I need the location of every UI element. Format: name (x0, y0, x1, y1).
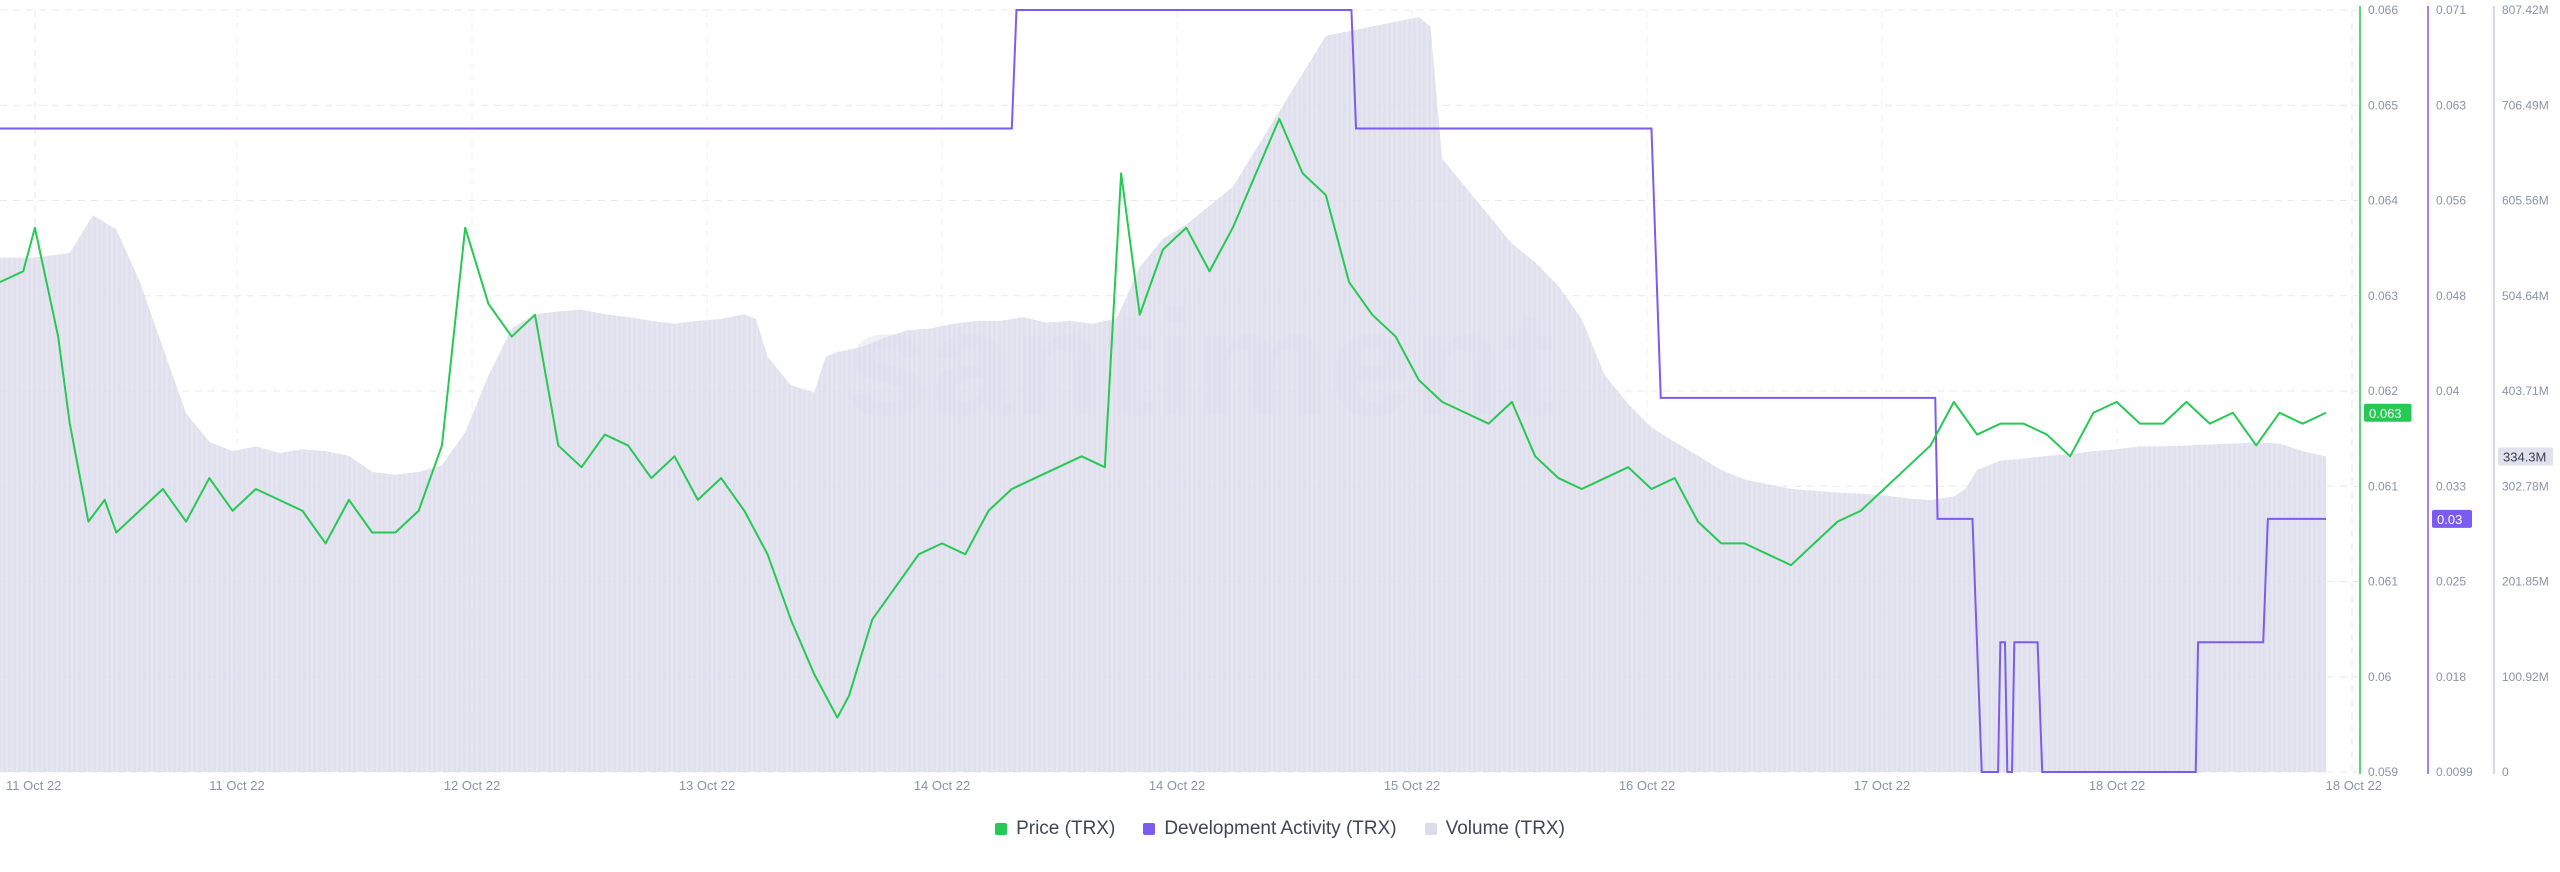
price-axis-tick-label: 0.063 (2368, 289, 2398, 303)
price-axis-tick-label: 0.065 (2368, 98, 2398, 112)
volume-axis-tick-label: 0 (2502, 765, 2509, 779)
legend-swatch-volume (1424, 823, 1437, 835)
price-axis-tick-label: 0.066 (2368, 3, 2398, 17)
dev-axis-tick-label: 0.063 (2436, 98, 2466, 112)
x-axis-tick-label: 14 Oct 22 (914, 778, 970, 793)
volume-current-badge-label: 334.3M (2503, 450, 2546, 465)
dev-axis-tick-label: 0.025 (2436, 575, 2466, 589)
dev-activity-series (0, 9, 2326, 773)
x-axis-tick-label: 11 Oct 22 (209, 778, 264, 793)
dev-axis-tick-label: 0.0099 (2436, 765, 2473, 779)
x-axis-tick-label: 13 Oct 22 (679, 778, 735, 793)
volume-axis-tick-label: 605.56M (2502, 194, 2549, 208)
legend-item-price[interactable]: Price (TRX) (995, 818, 1115, 840)
volume-axis-tick-label: 403.71M (2502, 384, 2549, 398)
dev-axis-tick-label: 0.04 (2436, 384, 2460, 398)
x-axis-tick-label: 16 Oct 22 (1619, 778, 1675, 793)
volume-axis-tick-label: 201.85M (2502, 575, 2549, 589)
price-axis-tick-label: 0.061 (2368, 479, 2398, 493)
dev-current-badge (2432, 509, 2472, 528)
axes: 0.066 0.065 0.064 0.063 0.062 0.061 0.061 0.06 0… (2359, 3, 2549, 779)
legend-swatch-dev-activity (1143, 823, 1156, 835)
legend: Price (TRX) Development Activity (TRX) V… (0, 818, 2560, 840)
volume-current-badge (2498, 447, 2553, 466)
legend-label-price: Price (TRX) (1016, 818, 1116, 839)
legend-item-volume[interactable]: Volume (TRX) (1424, 818, 1565, 840)
dev-axis-tick-label: 0.071 (2436, 3, 2466, 17)
price-axis-tick-label: 0.064 (2368, 194, 2398, 208)
dev-axis-tick-label: 0.056 (2436, 194, 2466, 208)
price-current-badge-label: 0.063 (2369, 406, 2402, 421)
legend-label-volume: Volume (TRX) (1445, 818, 1565, 839)
volume-axis-tick-label: 504.64M (2502, 289, 2549, 303)
x-axis-tick-label: 11 Oct 22 (6, 778, 61, 793)
price-series (0, 117, 2327, 719)
x-axis-tick-label: 15 Oct 22 (1384, 778, 1440, 793)
x-axis-tick-label: 18 Oct 22 (2089, 778, 2145, 793)
dev-axis-tick-label: 0.048 (2436, 289, 2466, 303)
x-axis-tick-label: 17 Oct 22 (1854, 778, 1910, 793)
dev-axis-tick-label: 0.033 (2436, 479, 2466, 493)
price-axis-tick-label: 0.062 (2368, 384, 2398, 398)
x-axis-tick-label: 12 Oct 22 (444, 778, 500, 793)
legend-item-dev-activity[interactable]: Development Activity (TRX) (1143, 818, 1397, 840)
price-axis-tick-label: 0.059 (2368, 765, 2398, 779)
volume-axis-tick-label: 100.92M (2502, 670, 2549, 684)
volume-axis-tick-label: 706.49M (2502, 98, 2549, 112)
volume-axis-tick-label: 302.78M (2502, 479, 2549, 493)
volume-area (0, 17, 2326, 772)
dev-axis-tick-label: 0.018 (2436, 670, 2466, 684)
price-axis-tick-label: 0.061 (2368, 575, 2398, 589)
legend-swatch-price (995, 823, 1008, 835)
volume-series (0, 10, 2326, 772)
price-current-badge (2364, 403, 2412, 422)
dev-current-badge-label: 0.03 (2437, 512, 2462, 527)
price-axis-tick-label: 0.06 (2368, 670, 2392, 684)
x-axis-tick-label: 18 Oct 22 (2326, 778, 2382, 793)
x-axis-ticks: 11 Oct 22 11 Oct 22 12 Oct 22 13 Oct 22 14 O… (6, 778, 2382, 793)
legend-label-dev-activity: Development Activity (TRX) (1164, 818, 1397, 839)
volume-axis-tick-label: 807.42M (2502, 3, 2549, 17)
price-line (0, 117, 2327, 719)
dev-activity-line (0, 9, 2326, 773)
x-axis-tick-label: 14 Oct 22 (1149, 778, 1205, 793)
current-value-badges: 0.063 0.03 334.3M (2364, 403, 2553, 528)
